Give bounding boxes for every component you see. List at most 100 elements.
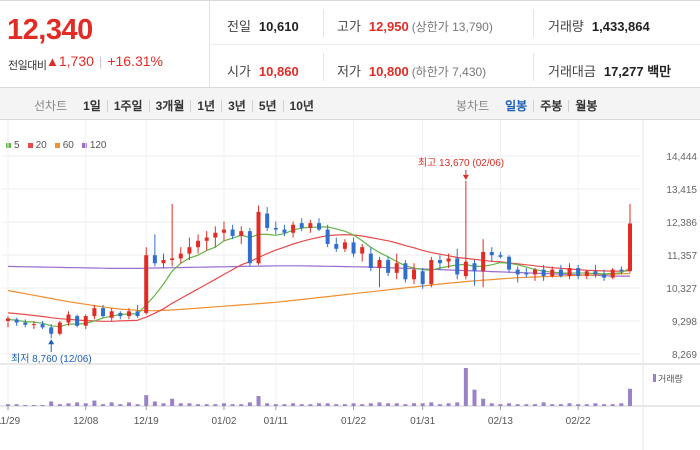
stat-volume: 거래량 1,433,864 [548, 16, 650, 35]
candle-down [230, 224, 235, 240]
volume-bar [213, 404, 218, 406]
line-period-1w[interactable]: 1주일 [106, 99, 149, 112]
stat-label: 시가 [227, 64, 251, 79]
candle-body [472, 263, 477, 272]
candle-up [187, 237, 192, 261]
volume-bar [31, 405, 36, 406]
low-marker-arrowhead [48, 339, 55, 345]
volume-bar [118, 404, 123, 406]
candle-body [558, 269, 563, 277]
candle-up [567, 263, 572, 280]
x-tick-label: 11/29 [0, 416, 21, 427]
candle-down [498, 252, 503, 259]
legend-swatch [81, 143, 87, 148]
candle-up [342, 239, 347, 253]
candle-body [221, 229, 226, 233]
candle-down [101, 304, 106, 318]
candle-up [429, 256, 434, 288]
candle-body [342, 242, 347, 249]
ma20-line [7, 234, 631, 322]
candle-body [144, 255, 149, 313]
candle-body [83, 316, 88, 326]
line-period-3y[interactable]: 3년 [221, 99, 252, 112]
candle-body [57, 322, 62, 334]
price-axis: 14,444 13,415 12,386 11,357 10,327 9,298 8,269 [666, 152, 697, 361]
line-period-5y[interactable]: 5년 [251, 99, 283, 112]
candle-up [31, 320, 36, 329]
candle-body [178, 253, 183, 259]
candle-body [308, 223, 313, 228]
candle-body [532, 269, 537, 275]
candle-body [489, 252, 494, 256]
candle-body [481, 252, 486, 272]
candle-period-monthly[interactable]: 월봉 [568, 99, 603, 112]
candle-up [610, 268, 615, 280]
volume-bar [247, 402, 252, 406]
volume-bar [325, 403, 330, 406]
candle-body [187, 247, 192, 254]
volume-bar [602, 404, 607, 406]
stat-label: 저가 [337, 64, 361, 79]
volume-bar [498, 404, 503, 406]
legend-ma120: 120 [81, 140, 107, 151]
stat-value: 12,950 [368, 19, 409, 34]
legend-ma20: 20 [27, 140, 47, 151]
candle-down [23, 319, 28, 328]
volume-bar [92, 400, 97, 406]
legend-ma60: 60 [54, 140, 74, 151]
volume-bar [593, 403, 598, 406]
change-percent: +16.31% [107, 53, 163, 69]
candle-body [377, 260, 382, 269]
candle-body [109, 311, 114, 318]
prev-close-change-label: 전일대비 [8, 60, 47, 72]
stats-grid: 전일 10,610 고가 12,950 (상한가 13,790) 거래량 1,433,8… [211, 1, 700, 88]
current-price-panel: 12,340 전일대비 ▲1,730 | +16.31% [0, 1, 210, 88]
candle-body [291, 224, 296, 233]
chart-annotations: 최고 13,670 (02/06) 최저 8,760 (12/06) 거래량 [11, 157, 683, 384]
candle-up [394, 253, 399, 280]
candles [6, 180, 632, 339]
candle-body [420, 271, 425, 285]
candle-body [584, 271, 589, 277]
x-tick-label: 12/08 [73, 416, 98, 427]
candle-up [377, 256, 382, 288]
line-period-1d[interactable]: 1일 [83, 98, 101, 113]
legend-swatch [54, 143, 60, 148]
stat-label: 고가 [337, 19, 361, 34]
volume-bar [437, 404, 442, 406]
volume-bar [83, 403, 88, 406]
volume-bar [152, 401, 157, 406]
candle-body [204, 237, 209, 241]
line-period-1y[interactable]: 1년 [190, 99, 221, 112]
volume-bar [109, 402, 114, 406]
candle-up [66, 311, 71, 326]
candle-body [550, 269, 555, 277]
volume-label: 거래량 [658, 373, 683, 384]
stat-trade-value: 거래대금 17,277 백만 [548, 61, 671, 80]
candle-up [170, 203, 175, 267]
candle-period-weekly[interactable]: 주봉 [533, 99, 568, 112]
candle-period-daily[interactable]: 일봉 [505, 98, 528, 113]
volume-bars [6, 368, 632, 406]
candle-body [152, 255, 157, 264]
candle-up [584, 269, 589, 280]
stats-divider [323, 9, 324, 37]
line-period-10y[interactable]: 10년 [282, 99, 320, 112]
candle-body [299, 223, 304, 228]
volume-bar [541, 402, 546, 406]
candle-body [360, 247, 365, 254]
candle-body [49, 327, 54, 334]
change-divider: | [98, 54, 103, 69]
line-period-3m[interactable]: 3개월 [148, 99, 191, 112]
candle-up [57, 320, 62, 336]
candlestick-chart[interactable]: 14,444 13,415 12,386 11,357 10,327 9,298 8,269… [0, 120, 700, 450]
candle-down [368, 247, 373, 272]
candle-down [507, 255, 512, 273]
volume-bar [230, 404, 235, 406]
stat-open: 시가 10,860 [227, 61, 299, 80]
stat-upper-limit: (상한가 13,790) [411, 20, 493, 34]
candle-down [75, 314, 80, 328]
volume-bar [308, 404, 313, 406]
candle-body [161, 260, 166, 264]
candle-down [386, 256, 391, 277]
